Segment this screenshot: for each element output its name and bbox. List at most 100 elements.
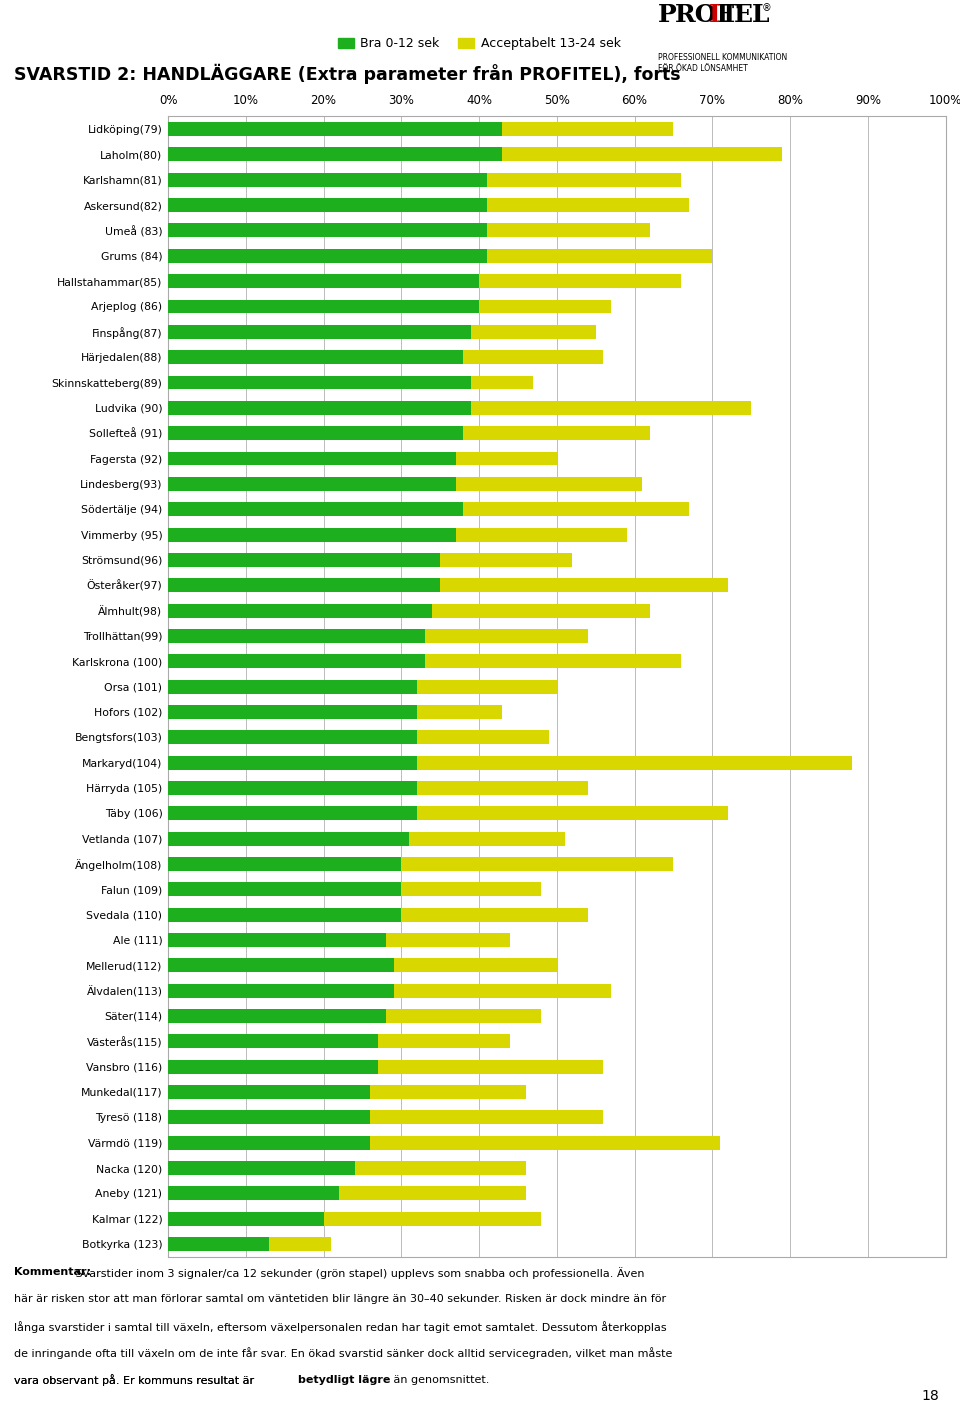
- Bar: [168, 122, 502, 136]
- Bar: [168, 1059, 378, 1074]
- Bar: [168, 1010, 386, 1022]
- Bar: [168, 503, 464, 515]
- Text: P: P: [658, 3, 677, 27]
- Bar: [487, 199, 689, 212]
- Bar: [168, 1085, 371, 1099]
- Bar: [354, 1162, 526, 1174]
- Bar: [409, 832, 564, 845]
- Bar: [168, 400, 471, 415]
- Text: än genomsnittet.: än genomsnittet.: [390, 1375, 490, 1384]
- Bar: [168, 704, 417, 719]
- Bar: [464, 503, 689, 515]
- Bar: [168, 933, 386, 947]
- Text: EL: EL: [733, 3, 770, 27]
- Bar: [168, 1237, 269, 1251]
- Bar: [168, 832, 409, 845]
- Bar: [168, 1186, 339, 1200]
- Bar: [502, 122, 674, 136]
- Text: här är risken stor att man förlorar samtal om väntetiden blir längre än 30–40 se: här är risken stor att man förlorar samt…: [14, 1294, 666, 1304]
- Text: ROF: ROF: [675, 3, 735, 27]
- Bar: [386, 933, 510, 947]
- Text: vara observant på. Er kommuns resultat är: vara observant på. Er kommuns resultat ä…: [14, 1375, 258, 1386]
- Bar: [441, 578, 728, 592]
- Bar: [168, 375, 471, 389]
- Legend: Bra 0-12 sek, Acceptabelt 13-24 sek: Bra 0-12 sek, Acceptabelt 13-24 sek: [338, 37, 620, 50]
- Bar: [471, 325, 595, 339]
- Bar: [168, 858, 401, 870]
- Bar: [464, 426, 650, 440]
- Bar: [456, 477, 642, 491]
- Bar: [487, 223, 650, 237]
- Bar: [168, 1034, 378, 1048]
- Bar: [168, 426, 464, 440]
- Bar: [479, 300, 612, 314]
- Bar: [168, 477, 456, 491]
- Bar: [168, 1211, 324, 1225]
- Bar: [378, 1034, 510, 1048]
- Bar: [168, 959, 394, 973]
- Bar: [471, 375, 534, 389]
- Bar: [168, 528, 456, 541]
- Text: SVARSTID 2: HANDLÄGGARE (Extra parameter från PROFITEL), forts: SVARSTID 2: HANDLÄGGARE (Extra parameter…: [14, 64, 681, 84]
- Bar: [168, 274, 479, 288]
- Bar: [502, 148, 782, 162]
- Bar: [168, 755, 417, 770]
- Text: T: T: [720, 3, 738, 27]
- Bar: [168, 781, 417, 795]
- Bar: [168, 807, 417, 821]
- Bar: [168, 1162, 354, 1174]
- Text: Kommentar:: Kommentar:: [14, 1267, 91, 1277]
- Bar: [168, 1110, 371, 1125]
- Bar: [168, 629, 424, 643]
- Bar: [456, 528, 627, 541]
- Text: ®: ®: [761, 3, 771, 13]
- Bar: [479, 274, 682, 288]
- Bar: [487, 248, 712, 263]
- Bar: [424, 629, 588, 643]
- Bar: [168, 680, 417, 693]
- Bar: [432, 604, 650, 618]
- Text: långa svarstider i samtal till växeln, eftersom växelpersonalen redan har tagit : långa svarstider i samtal till växeln, e…: [14, 1321, 667, 1332]
- Text: 18: 18: [922, 1389, 939, 1403]
- Bar: [168, 730, 417, 744]
- Bar: [417, 730, 549, 744]
- Bar: [168, 300, 479, 314]
- Bar: [487, 173, 682, 187]
- Bar: [417, 680, 557, 693]
- Bar: [371, 1110, 604, 1125]
- Bar: [168, 223, 487, 237]
- Text: de inringande ofta till växeln om de inte får svar. En ökad svarstid sänker dock: de inringande ofta till växeln om de int…: [14, 1348, 673, 1359]
- Text: PROFESSIONELL KOMMUNIKATION
FÖR ÖKAD LÖNSAMHET: PROFESSIONELL KOMMUNIKATION FÖR ÖKAD LÖN…: [658, 53, 787, 74]
- Bar: [168, 578, 441, 592]
- Bar: [401, 907, 588, 922]
- Bar: [339, 1186, 526, 1200]
- Bar: [394, 984, 612, 998]
- Bar: [441, 552, 572, 567]
- Bar: [471, 400, 752, 415]
- Bar: [168, 173, 487, 187]
- Bar: [269, 1237, 331, 1251]
- Bar: [168, 907, 401, 922]
- Bar: [168, 1136, 371, 1150]
- Text: I: I: [708, 3, 720, 27]
- Bar: [324, 1211, 541, 1225]
- Bar: [371, 1136, 720, 1150]
- Bar: [417, 704, 502, 719]
- Bar: [417, 807, 728, 821]
- Text: vara observant på. Er kommuns resultat är: vara observant på. Er kommuns resultat ä…: [14, 1375, 258, 1386]
- Bar: [371, 1085, 526, 1099]
- Bar: [168, 199, 487, 212]
- Bar: [456, 452, 557, 466]
- Bar: [464, 351, 604, 364]
- Bar: [168, 552, 441, 567]
- Text: betydligt lägre: betydligt lägre: [298, 1375, 390, 1384]
- Bar: [168, 984, 394, 998]
- Bar: [168, 248, 487, 263]
- Bar: [168, 325, 471, 339]
- Bar: [417, 755, 852, 770]
- Bar: [168, 452, 456, 466]
- Bar: [394, 959, 557, 973]
- Bar: [386, 1010, 541, 1022]
- Bar: [168, 604, 432, 618]
- Text: Svarstider inom 3 signaler/ca 12 sekunder (grön stapel) upplevs som snabba och p: Svarstider inom 3 signaler/ca 12 sekunde…: [72, 1267, 644, 1278]
